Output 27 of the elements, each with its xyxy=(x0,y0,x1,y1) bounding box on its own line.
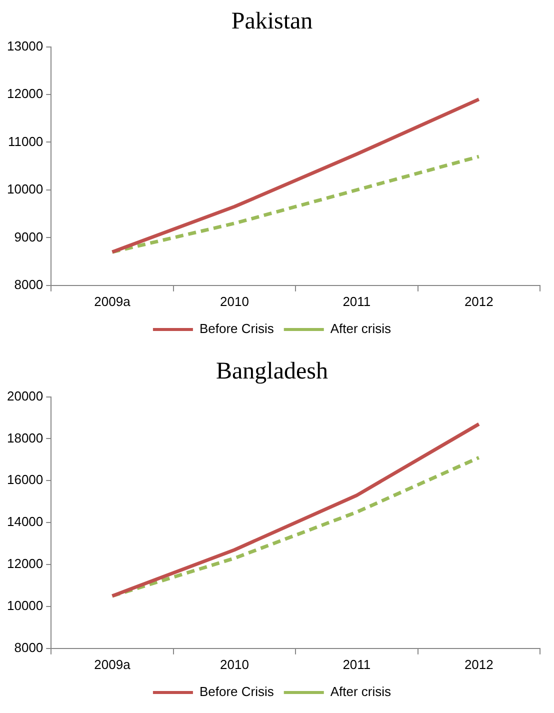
y-tick-label: 12000 xyxy=(6,86,44,102)
y-tick-label: 10000 xyxy=(6,182,44,197)
chart-title: Bangladesh xyxy=(216,358,328,385)
y-tick-label: 9000 xyxy=(14,229,44,244)
legend-label: Before Crisis xyxy=(199,321,274,336)
x-tick-label: 2011 xyxy=(342,294,371,309)
x-tick-label: 2010 xyxy=(220,294,249,309)
x-tick-label: 2011 xyxy=(342,656,371,672)
y-tick-label: 10000 xyxy=(6,598,44,614)
x-tick-label: 2009a xyxy=(94,656,132,672)
legend-label: After crisis xyxy=(330,321,392,336)
y-tick-label: 20000 xyxy=(6,388,44,404)
y-tick-label: 8000 xyxy=(14,640,44,655)
y-tick-label: 18000 xyxy=(6,430,44,446)
x-tick-label: 2010 xyxy=(220,656,249,672)
x-tick-label: 2012 xyxy=(464,294,494,309)
y-tick-label: 13000 xyxy=(6,38,44,54)
y-tick-label: 8000 xyxy=(14,276,44,292)
chart-title: Pakistan xyxy=(231,8,313,35)
y-tick-label: 14000 xyxy=(6,514,44,530)
y-tick-label: 12000 xyxy=(6,556,44,572)
y-tick-label: 11000 xyxy=(8,134,44,149)
x-tick-label: 2009a xyxy=(94,294,132,309)
y-tick-label: 16000 xyxy=(6,472,44,488)
legend-label: Before Crisis xyxy=(199,684,274,700)
x-tick-label: 2012 xyxy=(464,656,494,672)
legend-label: After crisis xyxy=(330,684,392,700)
